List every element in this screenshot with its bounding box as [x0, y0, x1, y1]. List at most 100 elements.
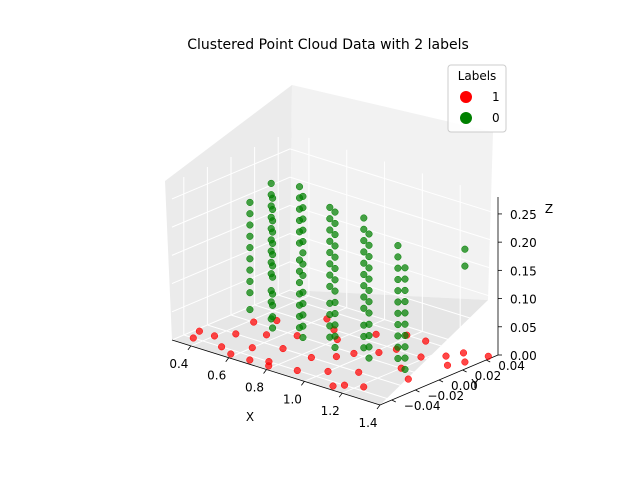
y-tick	[486, 359, 491, 363]
pane-back-left	[165, 85, 292, 340]
point-label-1	[195, 327, 203, 335]
point-label-0	[331, 310, 339, 318]
grid-line-z	[171, 289, 499, 356]
point-label-0	[326, 282, 334, 290]
point-label-0	[365, 275, 373, 283]
point-label-0	[246, 232, 254, 240]
point-label-0	[360, 259, 368, 267]
point-label-0	[331, 253, 339, 261]
point-label-0	[331, 298, 339, 306]
point-label-0	[401, 286, 409, 294]
pane-back-right	[290, 85, 493, 300]
point-label-0	[246, 306, 254, 314]
point-label-0	[299, 237, 307, 246]
z-tick-label: 0.10	[510, 293, 537, 307]
point-label-0	[401, 354, 409, 362]
legend-marker-0	[460, 112, 472, 124]
point-label-0	[461, 262, 469, 270]
point-label-0	[360, 304, 368, 312]
point-label-0	[246, 289, 254, 297]
y-tick-label: −0.04	[404, 399, 441, 413]
point-label-0	[269, 194, 277, 202]
point-label-0	[365, 253, 373, 261]
x-axis-label: X	[246, 410, 254, 424]
grid-line-z	[171, 261, 499, 328]
point-label-0	[394, 321, 402, 329]
point-label-0	[360, 282, 368, 290]
point-label-0	[331, 332, 339, 340]
point-label-1	[189, 334, 197, 342]
point-label-1	[459, 349, 468, 357]
point-label-0	[299, 215, 307, 223]
point-label-0	[267, 179, 275, 187]
point-label-1	[250, 318, 258, 326]
y-axis-label: Y	[470, 377, 479, 391]
y-tick	[438, 379, 444, 383]
point-label-1	[293, 366, 301, 375]
point-label-0	[331, 242, 339, 250]
point-label-0	[365, 309, 373, 317]
point-label-0	[394, 264, 402, 272]
point-label-0	[299, 333, 307, 342]
x-tick	[301, 381, 305, 386]
x-tick	[338, 392, 343, 398]
point-label-1	[329, 382, 337, 390]
point-label-0	[331, 264, 339, 273]
x-tick-label: 1.4	[358, 416, 377, 430]
point-label-0	[401, 320, 409, 328]
grid-line-z	[171, 148, 499, 215]
point-label-1	[484, 352, 492, 360]
point-label-0	[299, 288, 307, 296]
point-label-0	[269, 290, 277, 298]
point-label-0	[365, 298, 373, 306]
legend: Labels 1 0	[447, 64, 507, 133]
point-label-0	[394, 298, 402, 306]
point-label-0	[360, 237, 368, 245]
point-label-0	[394, 354, 402, 363]
point-label-0	[461, 245, 469, 253]
grid-line-z	[171, 204, 499, 271]
point-label-1	[279, 345, 287, 353]
point-label-0	[401, 331, 409, 340]
point-label-1	[218, 343, 226, 351]
point-label-0	[401, 275, 409, 283]
point-label-0	[401, 309, 409, 317]
point-label-1	[442, 352, 450, 360]
point-label-0	[394, 343, 402, 351]
point-label-1	[307, 353, 315, 362]
point-label-0	[394, 275, 402, 284]
point-label-1	[372, 330, 380, 338]
point-label-0	[269, 262, 277, 270]
point-label-1	[375, 348, 383, 357]
z-tick-label: 0.15	[510, 264, 537, 278]
point-label-0	[331, 321, 339, 329]
z-tick-label: 0.00	[510, 349, 537, 363]
point-label-1	[262, 331, 271, 339]
data-points	[189, 179, 492, 391]
point-label-0	[299, 260, 307, 268]
point-label-0	[269, 228, 277, 236]
z-tick-label: 0.05	[510, 321, 537, 335]
point-label-0	[246, 266, 254, 274]
point-label-0	[401, 365, 409, 373]
point-label-1	[210, 332, 219, 340]
legend-marker-1	[460, 91, 472, 103]
point-label-0	[269, 313, 277, 321]
point-label-0	[326, 271, 334, 279]
point-label-1	[360, 383, 368, 391]
point-label-1	[340, 381, 349, 389]
legend-title: Labels	[458, 69, 497, 83]
point-label-0	[269, 301, 277, 309]
x-tick	[187, 345, 192, 351]
point-label-0	[365, 230, 373, 238]
point-label-0	[246, 210, 254, 218]
x-tick-label: 1.0	[283, 392, 302, 406]
point-label-1	[443, 361, 452, 369]
point-label-0	[299, 300, 307, 308]
point-label-1	[461, 358, 469, 366]
z-axis-label: Z	[545, 202, 553, 216]
point-label-1	[232, 330, 240, 338]
y-tick-label: 0.00	[451, 379, 478, 393]
point-label-0	[365, 286, 373, 294]
